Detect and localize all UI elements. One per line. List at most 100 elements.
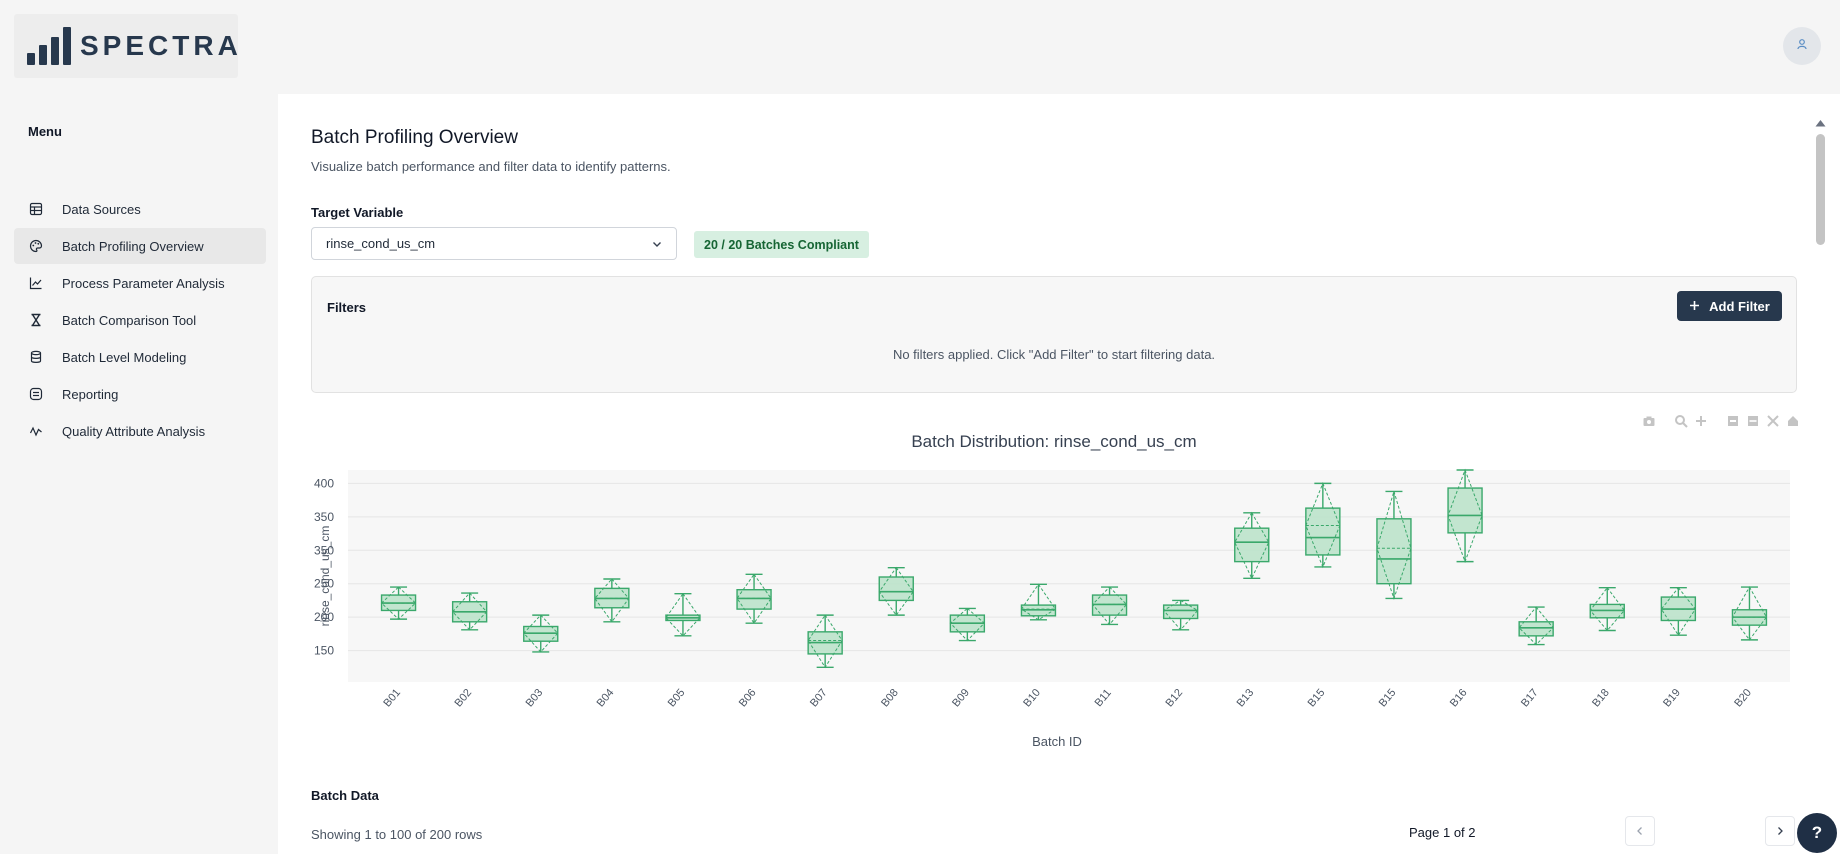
box-b12 bbox=[1162, 599, 1199, 631]
box-b18 bbox=[1589, 586, 1625, 632]
plus-icon bbox=[1689, 299, 1700, 314]
box-b06 bbox=[736, 573, 772, 625]
sidebar: Menu Data Sources Batch Profiling Overvi… bbox=[0, 94, 278, 854]
zoom-out-icon[interactable] bbox=[1726, 414, 1740, 428]
home-icon[interactable] bbox=[1786, 414, 1800, 428]
top-bar: SPECTRA bbox=[0, 0, 1840, 94]
target-variable-label: Target Variable bbox=[311, 205, 404, 220]
box-series bbox=[380, 468, 1768, 669]
box-b02 bbox=[451, 592, 488, 631]
sidebar-item-batch-profiling-overview[interactable]: Batch Profiling Overview bbox=[14, 228, 266, 264]
box-b04 bbox=[594, 578, 630, 623]
y-tick-label: 400 bbox=[314, 476, 334, 490]
mean-diamond bbox=[1589, 586, 1625, 632]
box-b09 bbox=[949, 607, 986, 642]
user-avatar-button[interactable] bbox=[1783, 27, 1821, 65]
x-tick-label: B16 bbox=[1448, 687, 1470, 710]
box-b03 bbox=[523, 614, 559, 653]
scrollbar-thumb[interactable] bbox=[1816, 134, 1825, 245]
box-b20 bbox=[1731, 586, 1768, 641]
y-tick-label: 150 bbox=[314, 644, 334, 658]
iqr-box bbox=[878, 576, 914, 602]
grid-lines bbox=[348, 482, 1790, 652]
scroll-up-arrow-icon[interactable] bbox=[1815, 114, 1826, 132]
zoom-in-icon[interactable] bbox=[1694, 414, 1708, 428]
add-filter-button[interactable]: Add Filter bbox=[1677, 291, 1782, 321]
page-scrollbar[interactable] bbox=[1812, 94, 1828, 854]
database-icon bbox=[28, 349, 44, 365]
x-tick-label: B11 bbox=[1093, 687, 1114, 709]
mean-diamond bbox=[451, 592, 488, 631]
sidebar-item-batch-comparison-tool[interactable]: Batch Comparison Tool bbox=[14, 302, 266, 338]
line-chart-icon bbox=[28, 275, 44, 291]
minus-box-icon[interactable] bbox=[1746, 414, 1760, 428]
x-tick-label: B06 bbox=[737, 687, 759, 710]
help-button[interactable]: ? bbox=[1797, 813, 1837, 853]
autoscale-icon[interactable] bbox=[1766, 414, 1780, 428]
x-tick-label: B02 bbox=[452, 687, 474, 710]
x-tick-label: B07 bbox=[808, 687, 830, 710]
activity-icon bbox=[28, 423, 44, 439]
box-b15 bbox=[1305, 482, 1341, 569]
x-tick-label: B01 bbox=[381, 687, 403, 710]
compliance-badge: 20 / 20 Batches Compliant bbox=[694, 231, 869, 258]
sidebar-item-label: Quality Attribute Analysis bbox=[62, 423, 206, 439]
app-logo[interactable]: SPECTRA bbox=[14, 14, 238, 78]
next-page-button[interactable] bbox=[1765, 816, 1795, 846]
chart-modebar bbox=[1642, 414, 1800, 428]
sidebar-item-quality-attribute-analysis[interactable]: Quality Attribute Analysis bbox=[14, 413, 266, 449]
table-icon bbox=[28, 201, 44, 217]
sidebar-item-reporting[interactable]: Reporting bbox=[14, 376, 266, 412]
x-tick-label: B12 bbox=[1163, 687, 1185, 710]
sidebar-item-label: Batch Profiling Overview bbox=[62, 238, 204, 254]
box-b15 bbox=[1376, 489, 1412, 600]
sidebar-nav: Data Sources Batch Profiling Overview Pr… bbox=[14, 191, 266, 450]
box-b08 bbox=[878, 566, 914, 616]
iqr-box bbox=[1234, 527, 1270, 563]
sidebar-item-batch-level-modeling[interactable]: Batch Level Modeling bbox=[14, 339, 266, 375]
y-tick-label: 350 bbox=[314, 543, 334, 557]
add-filter-label: Add Filter bbox=[1709, 298, 1770, 314]
prev-page-button[interactable] bbox=[1625, 816, 1655, 846]
y-tick-label: 200 bbox=[314, 610, 334, 624]
x-tick-label: B09 bbox=[950, 687, 972, 710]
y-axis-ticks: 150 200 250 350 350 400 bbox=[314, 476, 334, 657]
camera-icon[interactable] bbox=[1642, 414, 1656, 428]
mean-diamond bbox=[1447, 468, 1483, 564]
chevron-right-icon bbox=[1775, 824, 1785, 839]
box-b13 bbox=[1234, 511, 1270, 580]
x-axis-title: Batch ID bbox=[1032, 734, 1082, 749]
mean-diamond bbox=[1731, 586, 1768, 641]
sidebar-item-label: Batch Comparison Tool bbox=[62, 312, 197, 328]
mean-diamond bbox=[878, 566, 914, 616]
mean-diamond bbox=[523, 614, 559, 653]
mean-diamond bbox=[1091, 586, 1128, 626]
iqr-box bbox=[1447, 487, 1483, 534]
page-indicator: Page 1 of 2 bbox=[1409, 825, 1476, 840]
hourglass-icon bbox=[28, 312, 44, 328]
mean-diamond bbox=[807, 614, 843, 669]
zoom-icon[interactable] bbox=[1674, 414, 1688, 428]
sidebar-item-data-sources[interactable]: Data Sources bbox=[14, 191, 266, 227]
iqr-box bbox=[1518, 621, 1554, 637]
mean-diamond bbox=[1305, 482, 1341, 569]
mean-diamond bbox=[1518, 606, 1554, 646]
app-name: SPECTRA bbox=[80, 30, 242, 61]
page-subtitle: Visualize batch performance and filter d… bbox=[311, 159, 671, 174]
batch-data-title: Batch Data bbox=[311, 788, 379, 803]
box-b01 bbox=[380, 586, 417, 620]
iqr-box bbox=[1305, 507, 1341, 556]
sidebar-item-process-parameter-analysis[interactable]: Process Parameter Analysis bbox=[14, 265, 266, 301]
x-tick-label: B18 bbox=[1590, 687, 1612, 710]
sidebar-item-label: Data Sources bbox=[62, 201, 141, 217]
mean-diamond bbox=[1376, 489, 1412, 600]
rows-summary: Showing 1 to 100 of 200 rows bbox=[311, 827, 483, 842]
box-b10 bbox=[1020, 583, 1057, 621]
x-tick-label: B15 bbox=[1377, 687, 1399, 710]
y-tick-label: 350 bbox=[314, 510, 334, 524]
target-variable-select[interactable]: rinse_cond_us_cm bbox=[311, 227, 677, 260]
x-tick-label: B17 bbox=[1519, 687, 1541, 710]
report-icon bbox=[28, 386, 44, 402]
x-tick-label: B08 bbox=[879, 687, 901, 710]
filters-panel: Filters Add Filter No filters applied. C… bbox=[311, 276, 1797, 393]
